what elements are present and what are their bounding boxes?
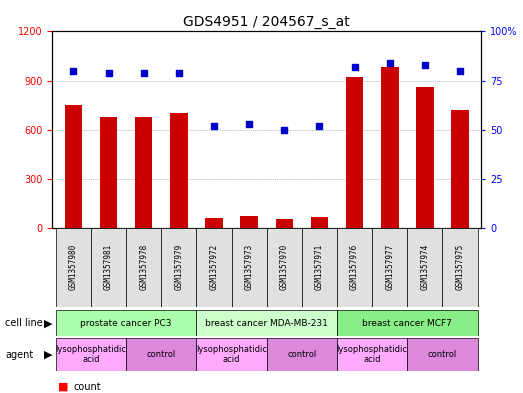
Text: GSM1357979: GSM1357979: [174, 244, 184, 290]
Text: control: control: [428, 350, 457, 359]
Bar: [416, 87, 434, 228]
FancyBboxPatch shape: [161, 228, 197, 307]
FancyBboxPatch shape: [267, 228, 302, 307]
Text: GSM1357971: GSM1357971: [315, 244, 324, 290]
Text: GSM1357970: GSM1357970: [280, 244, 289, 290]
FancyBboxPatch shape: [197, 338, 267, 371]
FancyBboxPatch shape: [407, 338, 477, 371]
Point: [315, 123, 324, 129]
Text: prostate cancer PC3: prostate cancer PC3: [81, 319, 172, 328]
Text: ▶: ▶: [44, 350, 53, 360]
Bar: [311, 217, 328, 228]
Bar: [276, 219, 293, 228]
FancyBboxPatch shape: [337, 338, 407, 371]
FancyBboxPatch shape: [126, 228, 161, 307]
FancyBboxPatch shape: [197, 310, 337, 336]
Bar: [135, 117, 153, 228]
Bar: [451, 110, 469, 228]
Point: [385, 60, 394, 66]
Text: breast cancer MCF7: breast cancer MCF7: [362, 319, 452, 328]
Text: breast cancer MDA-MB-231: breast cancer MDA-MB-231: [206, 319, 328, 328]
Point: [210, 123, 218, 129]
FancyBboxPatch shape: [56, 228, 91, 307]
Bar: [241, 217, 258, 228]
Bar: [205, 218, 223, 228]
FancyBboxPatch shape: [267, 338, 337, 371]
Bar: [346, 77, 363, 228]
FancyBboxPatch shape: [56, 338, 126, 371]
Text: ■: ■: [58, 382, 68, 392]
Point: [105, 70, 113, 76]
Point: [350, 64, 359, 70]
Text: GSM1357977: GSM1357977: [385, 244, 394, 290]
Bar: [65, 105, 82, 228]
Text: lysophosphatidic
acid: lysophosphatidic acid: [196, 345, 267, 364]
Point: [280, 127, 289, 133]
Bar: [381, 68, 399, 228]
Text: control: control: [287, 350, 316, 359]
FancyBboxPatch shape: [197, 228, 232, 307]
FancyBboxPatch shape: [337, 228, 372, 307]
Title: GDS4951 / 204567_s_at: GDS4951 / 204567_s_at: [184, 15, 350, 29]
Text: GSM1357976: GSM1357976: [350, 244, 359, 290]
Text: lysophosphatidic
acid: lysophosphatidic acid: [337, 345, 408, 364]
Text: GSM1357973: GSM1357973: [245, 244, 254, 290]
FancyBboxPatch shape: [372, 228, 407, 307]
Text: GSM1357972: GSM1357972: [210, 244, 219, 290]
Text: cell line: cell line: [5, 318, 43, 328]
Bar: [100, 117, 117, 228]
Text: GSM1357981: GSM1357981: [104, 244, 113, 290]
Text: agent: agent: [5, 350, 33, 360]
FancyBboxPatch shape: [126, 338, 197, 371]
Text: GSM1357974: GSM1357974: [420, 244, 429, 290]
Text: control: control: [146, 350, 176, 359]
FancyBboxPatch shape: [56, 310, 197, 336]
Text: count: count: [73, 382, 101, 392]
Point: [140, 70, 148, 76]
Text: GSM1357980: GSM1357980: [69, 244, 78, 290]
FancyBboxPatch shape: [407, 228, 442, 307]
Point: [245, 121, 253, 127]
Point: [175, 70, 183, 76]
Text: ▶: ▶: [44, 318, 53, 328]
FancyBboxPatch shape: [337, 310, 477, 336]
Point: [69, 68, 77, 74]
Bar: [170, 113, 188, 228]
Point: [456, 68, 464, 74]
Text: GSM1357975: GSM1357975: [456, 244, 464, 290]
FancyBboxPatch shape: [442, 228, 477, 307]
Text: GSM1357978: GSM1357978: [139, 244, 148, 290]
FancyBboxPatch shape: [302, 228, 337, 307]
FancyBboxPatch shape: [91, 228, 126, 307]
Point: [420, 62, 429, 68]
Text: lysophosphatidic
acid: lysophosphatidic acid: [55, 345, 127, 364]
FancyBboxPatch shape: [232, 228, 267, 307]
